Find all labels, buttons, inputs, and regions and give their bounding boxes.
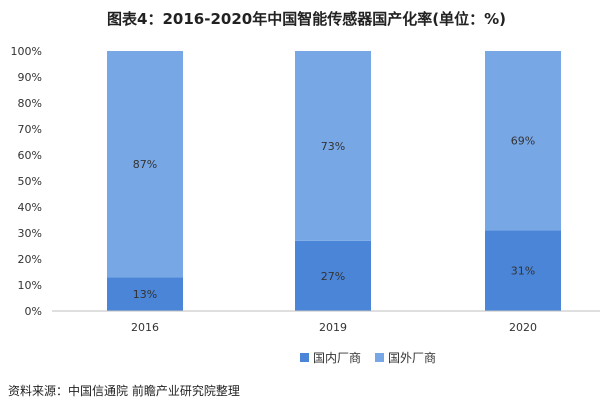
x-tick-label: 2016 xyxy=(131,321,159,334)
bar-segment-domestic xyxy=(107,277,183,311)
y-tick-label: 40% xyxy=(18,201,42,214)
legend-label-foreign: 国外厂商 xyxy=(388,350,437,365)
data-label: 31% xyxy=(511,265,535,278)
bar-segment-domestic xyxy=(485,230,561,311)
axis-layer: 0% 10% 20% 30% 40% 50% 60% 70% 80% 90% 100% 2016 201… xyxy=(11,45,600,334)
data-label: 69% xyxy=(511,135,535,148)
y-tick-label: 50% xyxy=(18,175,42,188)
y-tick-label: 80% xyxy=(18,97,42,110)
y-tick-label: 90% xyxy=(18,71,42,84)
data-label: 27% xyxy=(321,270,345,283)
y-tick-label: 10% xyxy=(18,279,42,292)
legend-label-domestic: 国内厂商 xyxy=(313,350,362,365)
bar-segment-domestic xyxy=(295,240,371,311)
bar-segment-foreign xyxy=(295,51,371,241)
bar-segment-foreign xyxy=(107,51,183,278)
bar-segment-foreign xyxy=(485,51,561,231)
y-tick-label: 0% xyxy=(25,305,42,318)
y-tick-label: 60% xyxy=(18,149,42,162)
data-label: 87% xyxy=(133,158,157,171)
y-tick-label: 30% xyxy=(18,227,42,240)
legend-item-domestic: 国内厂商 xyxy=(300,349,361,366)
y-tick-label: 100% xyxy=(11,45,42,58)
y-tick-label: 70% xyxy=(18,123,42,136)
chart-title: 图表4：2016-2020年中国智能传感器国产化率(单位：%) xyxy=(107,10,506,28)
x-tick-label: 2020 xyxy=(509,321,537,334)
bars-layer: 13% 87% 27% 73% 31% 69% xyxy=(107,51,561,311)
legend-swatch-domestic xyxy=(300,352,309,362)
source-note: 资料来源：中国信通院 前瞻产业研究院整理 xyxy=(8,384,240,398)
x-tick-label: 2019 xyxy=(319,321,347,334)
legend-swatch-foreign xyxy=(375,352,385,362)
data-label: 13% xyxy=(133,288,157,301)
legend-item-foreign: 国外厂商 xyxy=(375,349,436,366)
legend: 国内厂商 国外厂商 xyxy=(300,349,436,365)
y-tick-label: 20% xyxy=(18,253,42,266)
data-label: 73% xyxy=(321,140,345,153)
